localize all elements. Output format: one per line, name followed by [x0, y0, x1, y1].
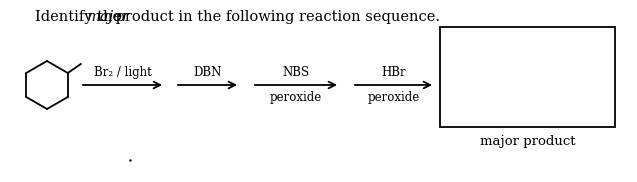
Bar	[440, 27, 615, 127]
Text: DBN: DBN	[193, 66, 222, 79]
Text: HBr: HBr	[381, 66, 406, 79]
Text: peroxide: peroxide	[368, 91, 420, 104]
Text: Br₂ / light: Br₂ / light	[94, 66, 152, 79]
Text: major product: major product	[480, 135, 575, 148]
Text: peroxide: peroxide	[270, 91, 322, 104]
Text: Identify the: Identify the	[35, 10, 125, 24]
Text: NBS: NBS	[282, 66, 310, 79]
Text: product in the following reaction sequence.: product in the following reaction sequen…	[111, 10, 440, 24]
Text: major: major	[87, 10, 130, 24]
